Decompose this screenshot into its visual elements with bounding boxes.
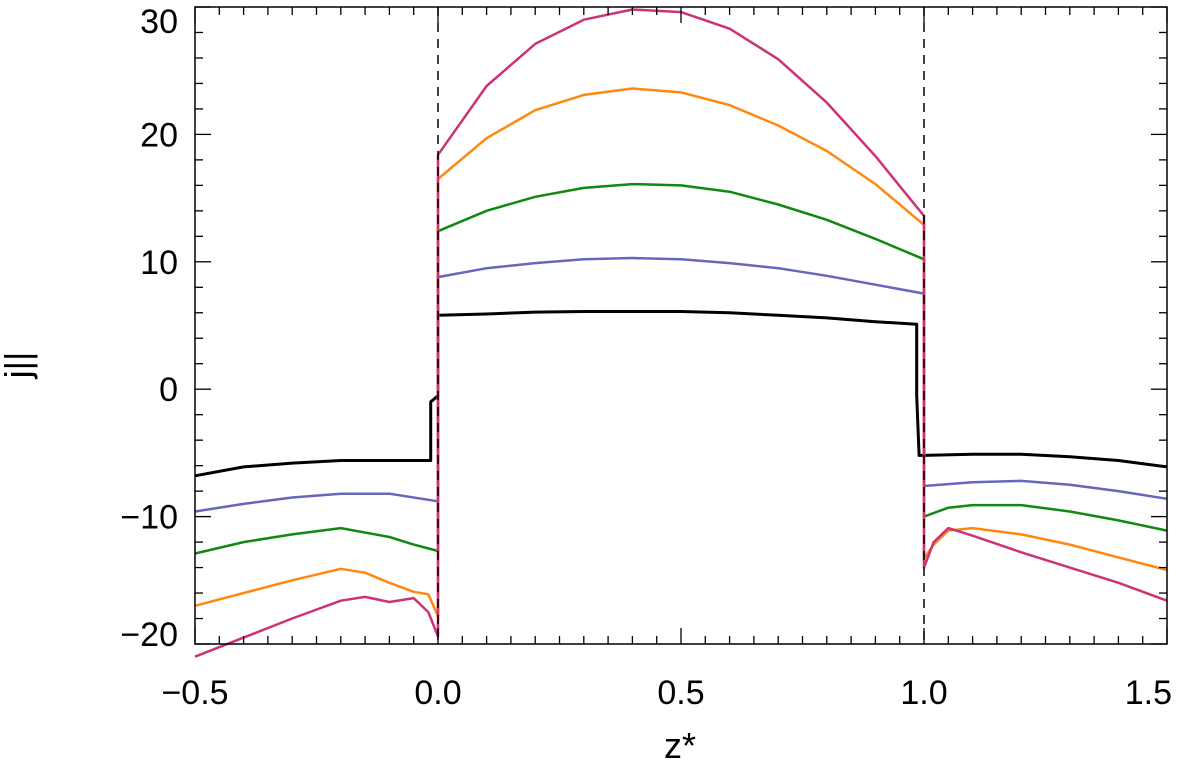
y-tick-label: 10 (140, 244, 178, 282)
series-line-2 (194, 256, 1168, 513)
series-line-4 (194, 87, 1168, 618)
x-tick-label: 0.5 (657, 674, 704, 712)
x-tick-label: 1.5 (1125, 674, 1172, 712)
series-line-3 (194, 182, 1168, 555)
series-layer (194, 8, 1168, 658)
y-tick-label: 0 (159, 371, 178, 409)
x-tick-label: 0.0 (414, 674, 461, 712)
series-line-5 (194, 8, 1168, 658)
vertical-dashed-lines (437, 7, 925, 644)
tick-labels: −0.5 0.0 0.5 1.0 1.5 −20 −10 0 10 20 30 (120, 3, 1172, 712)
series-line-1 (194, 310, 1168, 478)
y-tick-label: 20 (140, 116, 178, 154)
x-tick-label: −0.5 (161, 674, 228, 712)
y-tick-label: 30 (140, 3, 178, 41)
y-tick-label: −20 (120, 616, 178, 654)
y-tick-label: −10 (120, 499, 178, 537)
y-axis-title: j|| (0, 352, 38, 380)
x-tick-label: 1.0 (900, 674, 947, 712)
plot-frame (194, 6, 1168, 645)
x-axis-title: z* (664, 725, 696, 766)
axis-ticks (194, 6, 1168, 645)
